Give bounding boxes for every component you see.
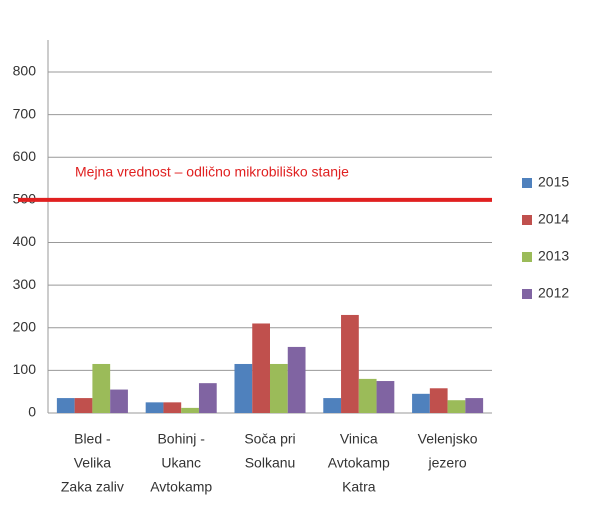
x-tick-label: Solkanu	[245, 455, 296, 471]
bar	[323, 398, 342, 413]
x-tick-label: Zaka zaliv	[61, 479, 124, 495]
x-tick-label: Soča pri	[244, 431, 295, 447]
bar	[56, 398, 75, 413]
y-tick-label: 400	[13, 233, 37, 249]
legend-label: 2012	[538, 285, 569, 301]
y-tick-label: 800	[13, 63, 37, 79]
legend-swatch	[522, 215, 532, 225]
bar	[447, 400, 466, 413]
bar	[92, 363, 111, 413]
x-tick-label: Vinica	[340, 431, 378, 447]
legend-label: 2015	[538, 174, 569, 190]
legend-swatch	[522, 178, 532, 188]
bar	[163, 402, 182, 413]
bar	[270, 363, 288, 413]
x-tick-label: jezero	[428, 455, 467, 471]
bar	[429, 388, 448, 413]
x-tick-label: Avtokamp	[150, 479, 212, 495]
y-tick-label: 700	[13, 105, 37, 121]
y-tick-label: 200	[13, 318, 37, 334]
y-tick-label: 0	[28, 404, 36, 420]
y-tick-label: 300	[13, 276, 37, 292]
bar	[110, 389, 128, 413]
bar	[74, 398, 93, 413]
bar	[412, 393, 430, 413]
y-tick-label: 100	[13, 361, 37, 377]
bar	[145, 402, 164, 413]
bar	[376, 381, 395, 413]
bar	[181, 407, 199, 413]
x-tick-label: Bled -	[74, 431, 111, 447]
legend-swatch	[522, 252, 532, 262]
legend-label: 2014	[538, 211, 569, 227]
x-tick-label: Bohinj -	[157, 431, 205, 447]
legend-swatch	[522, 289, 532, 299]
bar	[341, 314, 359, 413]
x-tick-label: Avtokamp	[328, 455, 390, 471]
legend-label: 2013	[538, 248, 569, 264]
threshold-label: Mejna vrednost – odlično mikrobiliško st…	[75, 164, 349, 180]
x-tick-label: Ukanc	[161, 455, 201, 471]
bar	[234, 363, 253, 413]
y-tick-label: 600	[13, 148, 37, 164]
bar	[358, 378, 377, 413]
x-tick-label: Velika	[74, 455, 112, 471]
bar	[287, 346, 306, 413]
x-tick-label: Katra	[342, 479, 376, 495]
bar	[252, 323, 270, 413]
bar	[198, 383, 217, 413]
bar	[465, 398, 484, 413]
x-tick-label: Velenjsko	[418, 431, 478, 447]
